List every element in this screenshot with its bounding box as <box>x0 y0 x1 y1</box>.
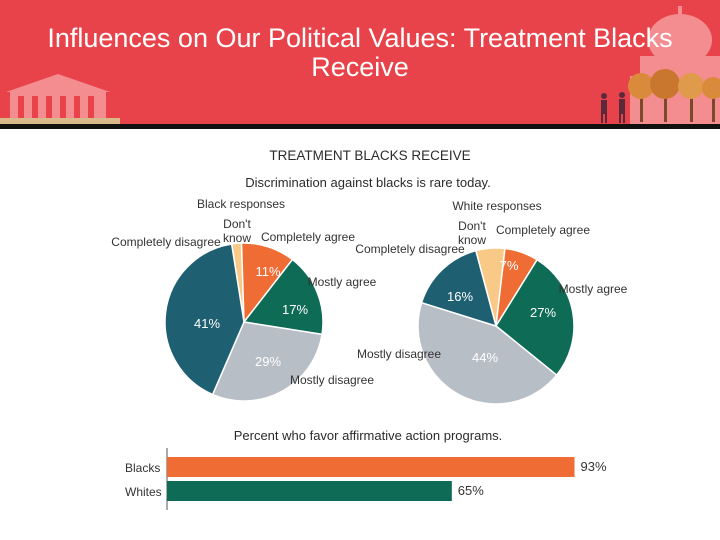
pie-value-label: 41% <box>194 316 220 331</box>
pie-value-label: 11% <box>255 264 280 279</box>
pie-chart-white: White responses 6%7%27%44%16% Don't know… <box>355 199 628 405</box>
category-label: Mostly disagree <box>290 373 374 387</box>
pie-value-label: 27% <box>530 305 556 320</box>
bar-category-label: Whites <box>125 485 162 499</box>
panel-label-white: White responses <box>452 199 541 213</box>
pie-slice-completely-disagree <box>164 243 245 396</box>
slide-header: Influences on Our Political Values: Trea… <box>0 0 720 124</box>
tree-icon <box>628 69 720 122</box>
bar-blacks <box>167 457 575 477</box>
pie-slice-completely-disagree <box>420 249 498 328</box>
bar-value-label: 93% <box>581 459 607 474</box>
pie-question: Discrimination against blacks is rare to… <box>245 175 490 190</box>
category-label: Completely agree <box>496 223 590 237</box>
ground-strip <box>0 118 120 124</box>
pie-value-label: 29% <box>255 354 281 369</box>
pie-chart-black: Black responses 2%11%17%29%41% Don't kno… <box>111 197 377 402</box>
slide-title: Influences on Our Political Values: Trea… <box>47 23 673 82</box>
bar-value-label: 65% <box>458 483 484 498</box>
pie-slice-mostly-disagree <box>211 321 323 402</box>
category-label: Completely agree <box>261 230 355 244</box>
pie-value-label: 17% <box>282 302 308 317</box>
pie-slice-mostly-agree <box>242 258 324 336</box>
pie-slice-mostly-agree <box>495 258 575 377</box>
bar-whites <box>167 481 452 501</box>
bar-chart-title: Percent who favor affirmative action pro… <box>234 428 503 443</box>
category-label-knowcont: know <box>223 231 251 245</box>
pie-value-label: 44% <box>472 350 498 365</box>
bar-chart-affirmative-action: Percent who favor affirmative action pro… <box>125 428 607 510</box>
capitol-illustration <box>0 6 720 124</box>
bar-category-label: Blacks <box>125 461 160 475</box>
category-label: Don't <box>458 219 486 233</box>
header-divider <box>0 124 720 129</box>
panel-label-black: Black responses <box>197 197 285 211</box>
category-label: Completely disagree <box>355 242 465 256</box>
category-label: Mostly disagree <box>357 347 441 361</box>
category-label-knowcont: know <box>458 233 486 247</box>
pie-value-label: 7% <box>500 258 519 273</box>
category-label: Don't <box>223 217 251 231</box>
pie-slice-mostly-disagree <box>417 301 558 405</box>
category-label: Mostly agree <box>559 282 628 296</box>
figure-heading: TREATMENT BLACKS RECEIVE <box>269 148 470 163</box>
pie-value-label: 16% <box>447 289 473 304</box>
category-label: Mostly agree <box>308 275 377 289</box>
category-label: Completely disagree <box>111 235 221 249</box>
people-icon <box>601 92 625 123</box>
